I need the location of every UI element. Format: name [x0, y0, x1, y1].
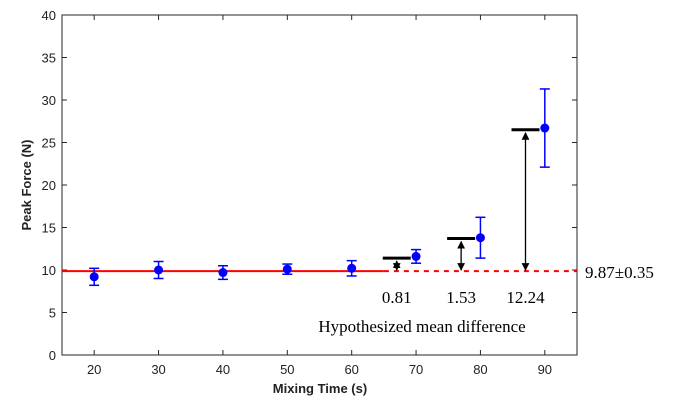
y-tick-label: 20 — [42, 178, 56, 193]
hypothesized-annotation: Hypothesized mean difference — [318, 317, 525, 336]
x-tick-label: 60 — [344, 362, 358, 377]
y-axis-label: Peak Force (N) — [19, 139, 34, 230]
y-tick-label: 30 — [42, 93, 56, 108]
difference-label: 12.24 — [506, 288, 545, 307]
data-point — [154, 265, 164, 275]
data-point — [411, 251, 421, 261]
plot-area — [61, 14, 578, 356]
y-tick-label: 15 — [42, 221, 56, 236]
y-tick-label: 25 — [42, 136, 56, 151]
x-tick-label: 40 — [216, 362, 230, 377]
y-tick-label: 10 — [42, 263, 56, 278]
x-tick-label: 80 — [473, 362, 487, 377]
x-tick-label: 90 — [538, 362, 552, 377]
data-point — [347, 263, 357, 273]
difference-label: 1.53 — [446, 288, 476, 307]
x-tick-label: 70 — [409, 362, 423, 377]
reference-value-label: 9.87±0.35 — [585, 263, 654, 282]
x-tick-label: 30 — [151, 362, 165, 377]
y-axis-ticks: 0 5 10 15 20 25 30 35 40 — [42, 8, 577, 363]
x-tick-label: 20 — [87, 362, 101, 377]
y-tick-label: 35 — [42, 51, 56, 66]
data-point — [475, 233, 485, 243]
y-tick-label: 5 — [49, 306, 56, 321]
x-axis-label: Mixing Time (s) — [273, 381, 367, 396]
data-point — [89, 272, 99, 282]
x-axis-ticks: 20 30 40 50 60 70 80 90 — [87, 15, 552, 377]
y-tick-label: 40 — [42, 8, 56, 23]
x-tick-label: 50 — [280, 362, 294, 377]
data-point — [218, 268, 228, 278]
hypothesized-bars: 0.81 1.53 12.24 — [382, 128, 545, 307]
y-tick-label: 0 — [49, 348, 56, 363]
difference-label: 0.81 — [382, 288, 412, 307]
data-point — [540, 123, 550, 133]
data-point — [282, 264, 292, 274]
data-points — [89, 88, 550, 287]
